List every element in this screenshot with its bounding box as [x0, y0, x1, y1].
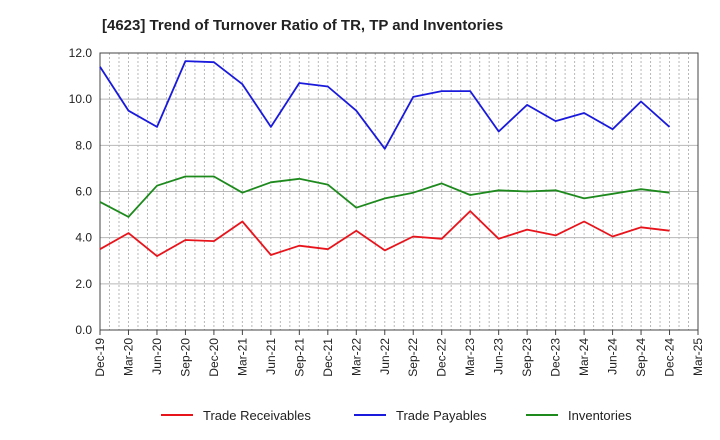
x-tick-label: Mar-20	[121, 338, 135, 376]
y-tick-label: 12.0	[69, 46, 93, 60]
y-tick-label: 0.0	[75, 323, 92, 337]
legend-label: Trade Payables	[396, 408, 487, 423]
chart-grid	[100, 52, 698, 331]
x-axis-ticks: Dec-19 Mar-20 Jun-20 Sep-20 Dec-20 Mar-21 Jun-…	[93, 330, 705, 377]
x-tick-label: Dec-19	[93, 338, 107, 377]
x-tick-label: Dec-21	[321, 338, 335, 377]
y-axis-ticks: 0.0 2.0 4.0 6.0 8.0 10.0 12.0	[69, 46, 93, 337]
x-tick-label: Jun-22	[378, 338, 392, 375]
x-tick-label: Dec-24	[663, 338, 677, 377]
x-tick-label: Mar-22	[349, 338, 363, 376]
legend-label: Trade Receivables	[203, 408, 311, 423]
x-tick-label: Mar-23	[463, 338, 477, 376]
y-tick-label: 4.0	[75, 231, 92, 245]
x-tick-label: Sep-23	[520, 338, 534, 377]
y-tick-label: 8.0	[75, 138, 92, 152]
x-tick-label: Sep-21	[292, 338, 306, 377]
x-tick-label: Jun-24	[606, 338, 620, 375]
y-tick-label: 2.0	[75, 277, 92, 291]
x-tick-label: Jun-20	[150, 338, 164, 375]
plot-frame	[99, 52, 699, 331]
x-tick-label: Mar-21	[235, 338, 249, 376]
x-tick-label: Mar-25	[691, 338, 705, 376]
series-line-trade-payables	[99, 60, 671, 150]
y-tick-label: 10.0	[69, 92, 93, 106]
x-tick-label: Jun-23	[492, 338, 506, 375]
x-tick-label: Sep-22	[406, 338, 420, 377]
x-tick-label: Dec-22	[435, 338, 449, 377]
chart-legend: Trade Receivables Trade Payables Inventori…	[161, 408, 632, 423]
x-tick-label: Jun-21	[264, 338, 278, 375]
series-line-trade-receivables	[99, 210, 670, 258]
series-lines	[99, 60, 671, 258]
x-tick-label: Dec-20	[207, 338, 221, 377]
y-tick-label: 6.0	[75, 185, 92, 199]
x-tick-label: Mar-24	[577, 338, 591, 376]
legend-label: Inventories	[568, 408, 632, 423]
chart-axes	[99, 52, 699, 331]
chart-title: [4623] Trend of Turnover Ratio of TR, TP…	[102, 17, 503, 34]
x-tick-label: Sep-20	[178, 338, 192, 377]
x-tick-label: Dec-23	[549, 338, 563, 377]
series-line-inventories	[99, 175, 670, 218]
x-tick-label: Sep-24	[634, 338, 648, 377]
